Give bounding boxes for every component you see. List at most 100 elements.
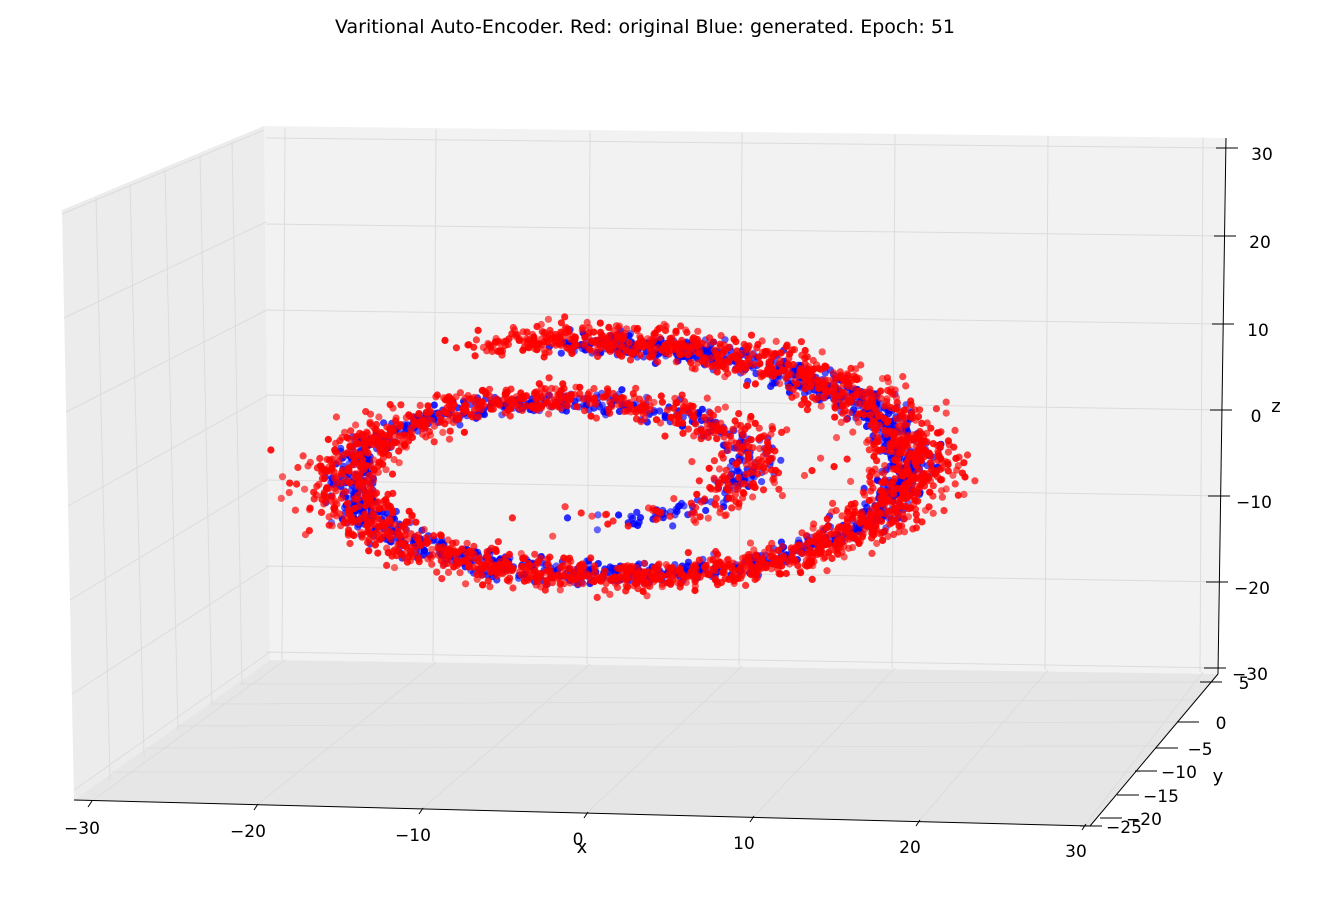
data-point: [853, 376, 861, 384]
data-point: [428, 560, 436, 568]
data-point: [840, 553, 848, 561]
data-point: [792, 391, 800, 399]
data-point: [687, 510, 695, 518]
data-point: [552, 400, 561, 408]
data-point: [375, 503, 384, 512]
data-point: [860, 411, 868, 419]
data-point: [879, 469, 888, 477]
data-point: [687, 359, 695, 367]
data-point: [580, 401, 588, 409]
data-point: [650, 398, 658, 406]
data-point: [608, 402, 616, 411]
data-point: [870, 503, 879, 511]
data-point: [389, 433, 397, 441]
data-point: [904, 442, 912, 450]
data-point: [390, 456, 398, 464]
data-point: [754, 456, 763, 464]
data-point: [382, 466, 390, 474]
data-point: [584, 332, 592, 340]
data-point: [433, 568, 441, 576]
data-point: [954, 491, 962, 499]
data-point: [783, 341, 791, 349]
data-point: [372, 489, 381, 497]
data-point: [849, 428, 857, 436]
data-point: [507, 397, 515, 405]
data-point: [944, 437, 953, 445]
data-point: [647, 336, 655, 344]
data-point: [605, 323, 613, 331]
data-point: [571, 335, 579, 343]
data-point: [759, 486, 768, 494]
data-point: [336, 479, 344, 487]
z-tick-label: −20: [1234, 579, 1270, 599]
data-point: [429, 551, 437, 559]
data-point: [898, 510, 907, 518]
z-tick-label: 10: [1247, 321, 1269, 341]
data-point: [944, 448, 953, 456]
data-point: [669, 404, 678, 412]
data-point: [654, 514, 662, 522]
data-point: [388, 470, 397, 478]
data-point: [900, 481, 909, 489]
data-point: [306, 506, 314, 514]
data-point: [455, 548, 463, 556]
data-point: [830, 369, 838, 377]
data-point: [721, 512, 729, 520]
data-point: [585, 324, 593, 332]
data-point: [267, 446, 275, 454]
data-point: [579, 395, 588, 403]
data-point: [778, 428, 786, 436]
data-point: [557, 579, 565, 587]
data-point: [408, 511, 416, 519]
data-point: [777, 456, 785, 464]
data-point: [361, 510, 369, 518]
data-point: [362, 521, 370, 530]
data-point: [738, 571, 746, 580]
data-point: [674, 419, 682, 427]
data-point: [796, 548, 804, 556]
data-point: [356, 461, 364, 469]
data-point: [636, 332, 644, 340]
data-point: [895, 422, 903, 430]
data-point: [481, 562, 489, 570]
data-point: [701, 495, 709, 503]
data-point: [850, 510, 858, 518]
data-point: [706, 570, 714, 579]
data-point: [865, 446, 873, 454]
data-point: [745, 556, 753, 565]
data-point: [397, 401, 405, 409]
data-point: [760, 464, 768, 472]
data-point: [785, 560, 794, 568]
data-point: [847, 477, 855, 485]
data-point: [452, 344, 460, 352]
data-point: [867, 389, 875, 397]
data-point: [590, 384, 598, 393]
data-point: [713, 353, 721, 361]
data-point: [677, 322, 685, 330]
data-point: [563, 402, 571, 410]
data-point: [782, 569, 790, 578]
data-point: [762, 564, 770, 572]
data-point: [843, 370, 851, 378]
data-point: [494, 538, 502, 546]
data-point: [704, 514, 712, 522]
data-point: [745, 450, 753, 458]
data-point: [421, 423, 429, 431]
data-point: [920, 482, 929, 490]
data-point: [670, 495, 678, 503]
data-point: [422, 408, 430, 416]
data-point: [626, 330, 635, 338]
data-point: [596, 574, 604, 582]
tick-labels: −30 −20 −10 0 10 20 3050−5−10−15−20−253020100−…: [64, 145, 1273, 862]
data-point: [380, 431, 388, 439]
z-tick-label: −30: [1232, 665, 1268, 685]
data-point: [565, 392, 574, 400]
data-point: [294, 463, 302, 472]
data-point: [383, 544, 391, 552]
x-tick-label: −20: [230, 822, 266, 842]
data-point: [927, 459, 935, 467]
data-point: [496, 563, 504, 571]
data-point: [707, 485, 715, 493]
data-point: [766, 359, 774, 367]
data-point: [731, 491, 740, 499]
